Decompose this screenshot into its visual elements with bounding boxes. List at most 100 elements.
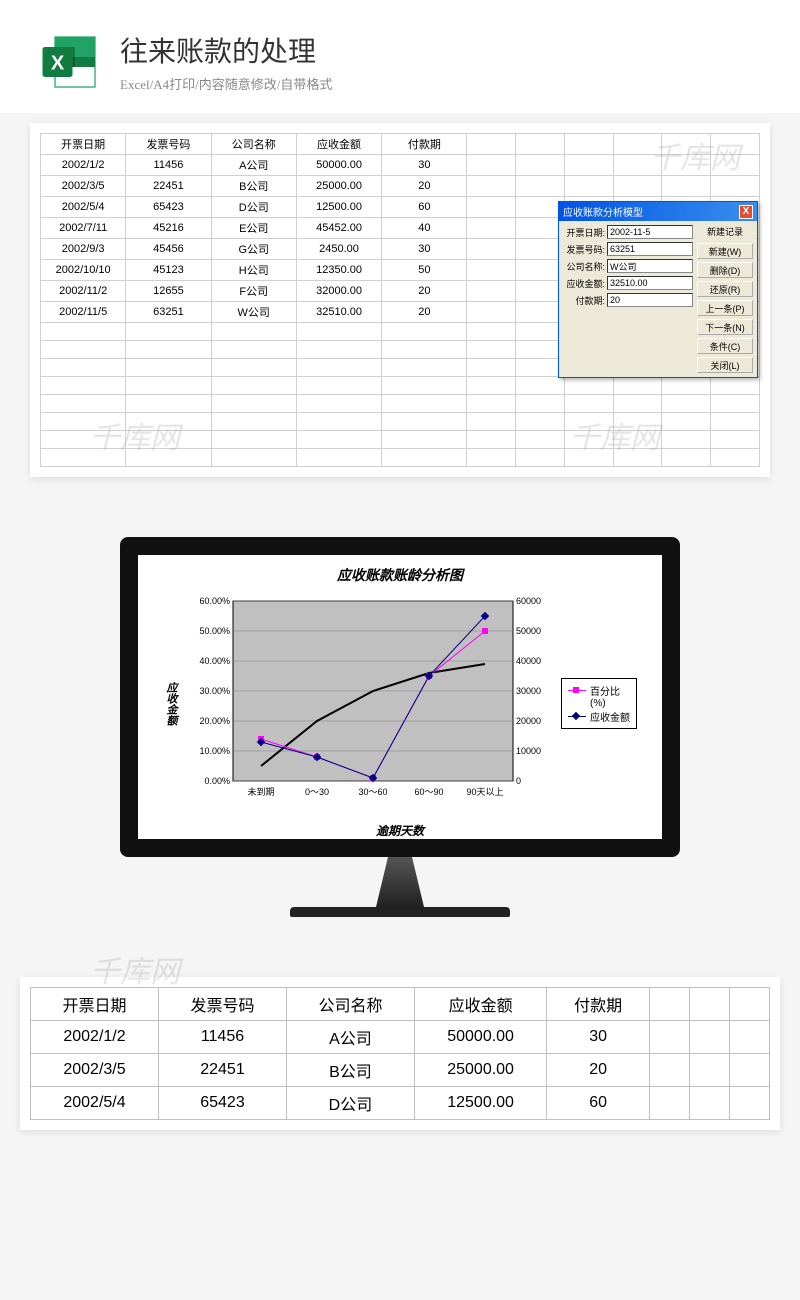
svg-text:40000: 40000 — [516, 656, 541, 666]
table-cell[interactable]: 30 — [382, 239, 467, 260]
table-cell[interactable]: 11456 — [158, 1021, 286, 1054]
svg-text:50000: 50000 — [516, 626, 541, 636]
column-header: 应收金额 — [414, 988, 546, 1021]
field-input[interactable] — [607, 259, 693, 273]
table-cell[interactable]: 25000.00 — [414, 1054, 546, 1087]
table-cell[interactable]: 65423 — [126, 197, 211, 218]
field-input[interactable] — [607, 242, 693, 256]
table-cell[interactable]: 12500.00 — [414, 1087, 546, 1120]
field-input[interactable] — [607, 225, 693, 239]
legend-marker-amount — [568, 712, 586, 722]
table-cell[interactable]: 20 — [547, 1054, 650, 1087]
table-cell[interactable]: G公司 — [211, 239, 296, 260]
table-cell[interactable]: 2002/9/3 — [41, 239, 126, 260]
column-header: 付款期 — [382, 134, 467, 155]
svg-text:20000: 20000 — [516, 716, 541, 726]
bottom-table-panel: 千库网 开票日期发票号码公司名称应收金额付款期 2002/1/211456A公司… — [20, 977, 780, 1130]
dialog-button[interactable]: 条件(C) — [697, 338, 753, 354]
svg-text:0～30: 0～30 — [305, 787, 329, 797]
monitor-base — [290, 907, 510, 917]
dialog-button[interactable]: 关闭(L) — [697, 357, 753, 373]
table-cell[interactable]: 22451 — [158, 1054, 286, 1087]
table-cell[interactable]: 32510.00 — [296, 302, 381, 323]
table-cell[interactable]: 50000.00 — [296, 155, 381, 176]
table-cell[interactable]: D公司 — [211, 197, 296, 218]
table-row[interactable]: 2002/3/522451B公司25000.0020 — [41, 176, 760, 197]
table-cell[interactable]: 20 — [382, 281, 467, 302]
column-header: 发票号码 — [126, 134, 211, 155]
dialog-button[interactable]: 下一条(N) — [697, 319, 753, 335]
table-cell[interactable]: 2002/1/2 — [31, 1021, 159, 1054]
table-cell[interactable]: D公司 — [286, 1087, 414, 1120]
table-cell[interactable]: 2002/1/2 — [41, 155, 126, 176]
monitor-frame: 应收账款账龄分析图 应收金额 0.00%10.00%20.00%30.00%40… — [120, 537, 680, 917]
table-cell[interactable]: 11456 — [126, 155, 211, 176]
table-cell[interactable]: 50 — [382, 260, 467, 281]
table-cell[interactable]: 45452.00 — [296, 218, 381, 239]
table-cell[interactable]: A公司 — [286, 1021, 414, 1054]
legend-label: (%) — [590, 698, 606, 709]
table-cell[interactable]: 45123 — [126, 260, 211, 281]
table-cell[interactable]: F公司 — [211, 281, 296, 302]
table-row[interactable]: 2002/5/465423D公司12500.0060 — [31, 1087, 770, 1120]
table-cell[interactable]: A公司 — [211, 155, 296, 176]
dialog-button[interactable]: 上一条(P) — [697, 300, 753, 316]
svg-text:10.00%: 10.00% — [199, 746, 230, 756]
table-row[interactable]: 2002/3/522451B公司25000.0020 — [31, 1054, 770, 1087]
dialog-button[interactable]: 删除(D) — [697, 262, 753, 278]
table-cell[interactable]: 2002/10/10 — [41, 260, 126, 281]
svg-text:40.00%: 40.00% — [199, 656, 230, 666]
table-cell[interactable]: W公司 — [211, 302, 296, 323]
table-cell[interactable]: 12500.00 — [296, 197, 381, 218]
column-header: 发票号码 — [158, 988, 286, 1021]
table-cell[interactable]: 25000.00 — [296, 176, 381, 197]
column-header: 公司名称 — [286, 988, 414, 1021]
table-cell[interactable]: 45456 — [126, 239, 211, 260]
svg-text:50.00%: 50.00% — [199, 626, 230, 636]
field-input[interactable] — [607, 276, 693, 290]
table-cell[interactable]: 12350.00 — [296, 260, 381, 281]
table-cell[interactable]: 63251 — [126, 302, 211, 323]
svg-text:0: 0 — [516, 776, 521, 786]
svg-text:60000: 60000 — [516, 596, 541, 606]
table-cell[interactable]: 2002/3/5 — [31, 1054, 159, 1087]
table-cell[interactable]: 30 — [382, 155, 467, 176]
table-cell[interactable]: 20 — [382, 176, 467, 197]
svg-text:10000: 10000 — [516, 746, 541, 756]
table-cell[interactable]: 12655 — [126, 281, 211, 302]
table-cell[interactable]: 22451 — [126, 176, 211, 197]
table-cell[interactable]: H公司 — [211, 260, 296, 281]
dialog-title-text: 应收账款分析模型 — [563, 204, 643, 219]
table-cell[interactable]: 20 — [382, 302, 467, 323]
chart-legend: 百分比 (%) 应收金额 — [561, 678, 637, 729]
close-icon[interactable]: X — [739, 205, 753, 219]
table-cell[interactable]: 50000.00 — [414, 1021, 546, 1054]
spreadsheet-panel: 千库网 千库网 千库网 开票日期发票号码公司名称应收金额付款期 2002/1/2… — [30, 123, 770, 477]
table-cell[interactable]: 30 — [547, 1021, 650, 1054]
table-cell[interactable]: 2002/11/5 — [41, 302, 126, 323]
table-cell[interactable]: 2002/11/2 — [41, 281, 126, 302]
table-cell[interactable]: 2002/5/4 — [31, 1087, 159, 1120]
table-cell[interactable]: 60 — [382, 197, 467, 218]
table-cell[interactable]: 2002/5/4 — [41, 197, 126, 218]
legend-label: 应收金额 — [590, 709, 630, 724]
field-label: 付款期: — [563, 294, 605, 307]
table-cell[interactable]: 2002/7/11 — [41, 218, 126, 239]
table-cell[interactable]: B公司 — [286, 1054, 414, 1087]
table-row[interactable]: 2002/1/211456A公司50000.0030 — [31, 1021, 770, 1054]
field-input[interactable] — [607, 293, 693, 307]
table-cell[interactable]: 32000.00 — [296, 281, 381, 302]
column-header: 付款期 — [547, 988, 650, 1021]
table-cell[interactable]: E公司 — [211, 218, 296, 239]
dialog-titlebar[interactable]: 应收账款分析模型 X — [559, 202, 757, 221]
table-cell[interactable]: B公司 — [211, 176, 296, 197]
table-cell[interactable]: 40 — [382, 218, 467, 239]
table-row[interactable]: 2002/1/211456A公司50000.0030 — [41, 155, 760, 176]
dialog-button[interactable]: 新建(W) — [697, 243, 753, 259]
table-cell[interactable]: 60 — [547, 1087, 650, 1120]
dialog-button[interactable]: 还原(R) — [697, 281, 753, 297]
table-cell[interactable]: 2002/3/5 — [41, 176, 126, 197]
table-cell[interactable]: 65423 — [158, 1087, 286, 1120]
table-cell[interactable]: 2450.00 — [296, 239, 381, 260]
table-cell[interactable]: 45216 — [126, 218, 211, 239]
